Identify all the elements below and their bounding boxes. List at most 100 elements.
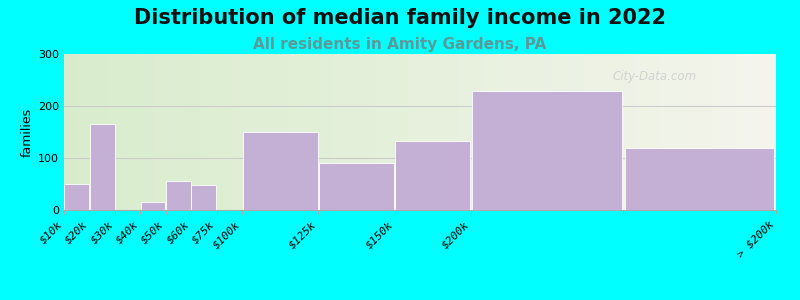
Bar bbox=[162, 54, 164, 210]
Bar bbox=[159, 54, 162, 210]
Bar bbox=[254, 54, 256, 210]
Bar bbox=[391, 54, 394, 210]
Bar bbox=[520, 54, 522, 210]
Bar bbox=[185, 54, 187, 210]
Bar bbox=[104, 54, 106, 210]
Bar bbox=[292, 54, 294, 210]
Bar bbox=[638, 54, 641, 210]
Bar bbox=[406, 54, 408, 210]
Bar bbox=[102, 54, 104, 210]
Bar bbox=[582, 54, 584, 210]
Bar bbox=[256, 54, 258, 210]
Bar bbox=[244, 54, 246, 210]
Bar bbox=[389, 54, 391, 210]
Bar bbox=[444, 54, 446, 210]
Bar bbox=[358, 54, 361, 210]
Bar bbox=[206, 54, 209, 210]
Bar bbox=[133, 54, 135, 210]
Bar bbox=[408, 54, 410, 210]
Bar bbox=[123, 54, 126, 210]
Bar bbox=[465, 54, 467, 210]
Bar bbox=[346, 54, 349, 210]
Bar bbox=[98, 54, 99, 210]
Bar bbox=[425, 54, 427, 210]
Bar bbox=[432, 54, 434, 210]
Bar bbox=[631, 54, 634, 210]
Bar bbox=[626, 54, 629, 210]
Bar bbox=[460, 54, 462, 210]
Bar bbox=[506, 54, 508, 210]
Bar bbox=[427, 54, 430, 210]
Bar bbox=[446, 54, 449, 210]
Bar bbox=[472, 92, 622, 210]
Bar bbox=[354, 54, 356, 210]
Bar bbox=[126, 54, 128, 210]
Bar bbox=[714, 54, 717, 210]
Bar bbox=[313, 54, 315, 210]
Bar bbox=[740, 54, 742, 210]
Bar bbox=[690, 54, 693, 210]
Bar bbox=[619, 54, 622, 210]
Bar bbox=[145, 54, 147, 210]
Bar bbox=[384, 54, 386, 210]
Bar bbox=[731, 54, 734, 210]
Bar bbox=[674, 54, 676, 210]
Bar bbox=[111, 54, 114, 210]
Bar bbox=[574, 54, 577, 210]
Bar bbox=[625, 148, 774, 210]
Bar bbox=[166, 54, 169, 210]
Bar bbox=[202, 54, 204, 210]
Bar bbox=[534, 54, 536, 210]
Bar bbox=[93, 54, 95, 210]
Bar bbox=[693, 54, 695, 210]
Bar bbox=[494, 54, 496, 210]
Bar bbox=[382, 54, 384, 210]
Bar bbox=[238, 54, 240, 210]
Bar bbox=[76, 54, 78, 210]
Bar bbox=[479, 54, 482, 210]
Bar bbox=[434, 54, 437, 210]
Bar bbox=[752, 54, 754, 210]
Bar bbox=[498, 54, 501, 210]
Bar bbox=[477, 54, 479, 210]
Bar bbox=[653, 54, 655, 210]
Bar bbox=[150, 54, 152, 210]
Bar bbox=[702, 54, 705, 210]
Bar bbox=[342, 54, 344, 210]
Bar bbox=[430, 54, 432, 210]
Bar bbox=[368, 54, 370, 210]
Bar bbox=[128, 54, 130, 210]
Bar bbox=[646, 54, 648, 210]
Bar bbox=[754, 54, 757, 210]
Bar bbox=[142, 54, 145, 210]
Bar bbox=[560, 54, 562, 210]
Bar bbox=[565, 54, 567, 210]
Bar bbox=[325, 54, 327, 210]
Bar bbox=[275, 54, 278, 210]
Bar bbox=[610, 54, 612, 210]
Bar bbox=[742, 54, 745, 210]
Bar bbox=[285, 54, 287, 210]
Bar bbox=[299, 54, 302, 210]
Bar bbox=[470, 54, 472, 210]
Bar bbox=[366, 54, 368, 210]
Bar bbox=[66, 54, 69, 210]
Bar bbox=[339, 54, 342, 210]
Bar bbox=[171, 54, 173, 210]
Bar bbox=[577, 54, 579, 210]
Bar bbox=[525, 54, 526, 210]
Bar bbox=[594, 54, 596, 210]
Bar bbox=[486, 54, 489, 210]
Bar bbox=[598, 54, 600, 210]
Bar bbox=[90, 54, 93, 210]
Bar bbox=[669, 54, 671, 210]
Bar bbox=[233, 54, 235, 210]
Bar bbox=[555, 54, 558, 210]
Bar bbox=[641, 54, 643, 210]
Bar bbox=[297, 54, 299, 210]
Bar bbox=[612, 54, 614, 210]
Bar bbox=[294, 54, 297, 210]
Bar bbox=[214, 54, 216, 210]
Bar bbox=[118, 54, 121, 210]
Bar bbox=[311, 54, 314, 210]
